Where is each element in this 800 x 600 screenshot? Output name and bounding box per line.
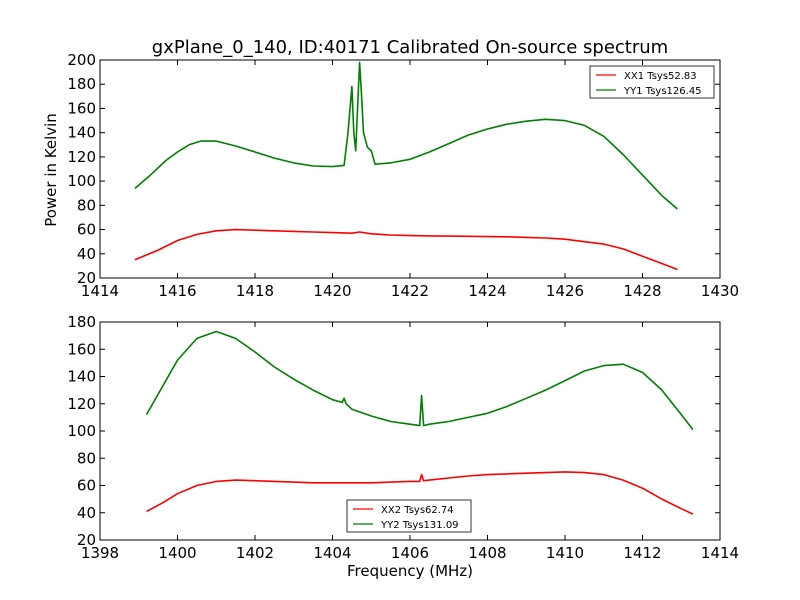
x-tick-label: 1428: [623, 282, 661, 300]
y-tick-label: 20: [77, 531, 96, 549]
y-tick-label: 80: [77, 196, 96, 214]
series-line-1-1: [134, 228, 678, 271]
x-axis-title: Frequency (MHz): [347, 562, 473, 580]
x-tick-label: 1424: [468, 282, 506, 300]
y-tick-label: 180: [67, 75, 96, 93]
legend-1: XX1 Tsys52.83 YY1 Tsys126.45: [589, 65, 715, 99]
y-tick-label: 80: [77, 449, 96, 467]
panel-1: 1414 1416 1418 1420 1422 1424 1426 1428 1430 20 40…: [67, 51, 739, 300]
x-tick-label: 1416: [158, 282, 196, 300]
x-tick-label: 1422: [391, 282, 429, 300]
legend-2: XX2 Tsys62.74 YY2 Tsys131.09: [346, 499, 472, 533]
x-tick-label: 1418: [236, 282, 274, 300]
y-tick-label: 120: [67, 148, 96, 166]
x-tick-label: 1414: [701, 544, 739, 562]
x-tick-label: 1406: [391, 544, 429, 562]
y-tick-label: 140: [67, 368, 96, 386]
y-tick-label: 180: [67, 313, 96, 331]
y-axis-title: Power in Kelvin: [42, 113, 60, 227]
x-tick-label: 1430: [701, 282, 739, 300]
x-tick-label: 1400: [158, 544, 196, 562]
x-tick-label: 1410: [546, 544, 584, 562]
x-tick-label: 1398: [81, 544, 119, 562]
panel-2: 1398 1400 1402 1404 1406 1408 1410 1412 1414 20 40…: [67, 313, 739, 562]
x-tick-label: 1426: [546, 282, 584, 300]
legend-box: [346, 499, 472, 533]
x-tick-label: 1412: [623, 544, 661, 562]
x-tick-label: 1420: [313, 282, 351, 300]
x-tick-label: 1414: [81, 282, 119, 300]
x-tick-label: 1408: [468, 544, 506, 562]
legend-box: [589, 65, 715, 99]
legend-entry: XX1 Tsys52.83: [624, 71, 697, 82]
chart-panels: 1414 1416 1418 1420 1422 1424 1426 1428 1430 20 40…: [67, 51, 739, 562]
series-line-1-2: [134, 61, 678, 210]
y-tick-label: 40: [77, 504, 96, 522]
series-line-2-1: [146, 471, 694, 515]
y-tick-label: 140: [67, 124, 96, 142]
y-tick-label: 200: [67, 51, 96, 69]
series-line-2-2: [145, 330, 694, 431]
y-tick-label: 100: [67, 172, 96, 190]
legend-entry: XX2 Tsys62.74: [381, 505, 454, 516]
y-tick-label: 160: [67, 340, 96, 358]
y-tick-label: 60: [77, 221, 96, 239]
legend-entry: YY1 Tsys126.45: [623, 86, 702, 97]
x-tick-label: 1404: [313, 544, 351, 562]
figure-title: gxPlane_0_140, ID:40171 Calibrated On-so…: [152, 37, 668, 58]
y-tick-label: 160: [67, 99, 96, 117]
y-tick-label: 20: [77, 269, 96, 287]
legend-entry: YY2 Tsys131.09: [380, 520, 459, 531]
y-tick-label: 60: [77, 477, 96, 495]
y-tick-label: 100: [67, 422, 96, 440]
y-tick-label: 120: [67, 395, 96, 413]
x-tick-label: 1402: [236, 544, 274, 562]
y-tick-label: 40: [77, 245, 96, 263]
